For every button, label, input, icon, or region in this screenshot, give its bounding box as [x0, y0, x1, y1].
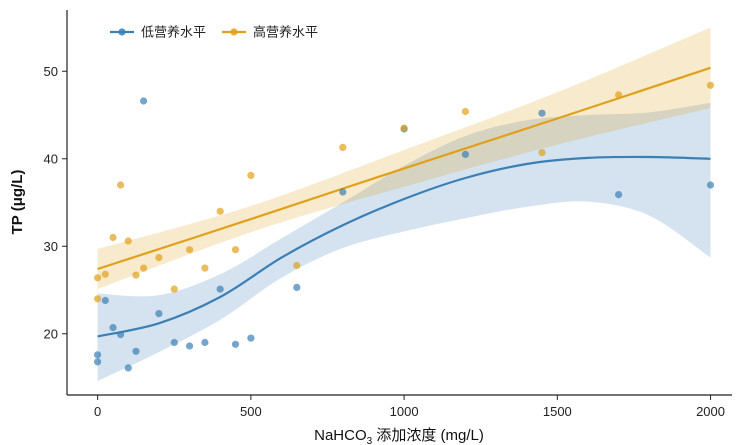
fit-line-series-1 — [97, 66, 711, 271]
data-point-series-1-21 — [706, 81, 715, 89]
legend-marker-series-1 — [230, 28, 238, 36]
data-point-series-0-1 — [94, 358, 102, 366]
data-point-series-0-16 — [339, 188, 347, 196]
x-axis-title-rest: 添加浓度 (mg/L) — [372, 427, 484, 444]
data-point-series-1-14 — [247, 171, 255, 179]
y-tick-label-0: 20 — [44, 326, 58, 341]
points-layer — [94, 81, 715, 372]
x-axis-title-main: NaHCO — [314, 427, 367, 444]
data-point-series-0-9 — [170, 338, 178, 347]
data-point-series-0-11 — [201, 338, 209, 347]
data-point-series-0-15 — [293, 283, 301, 291]
x-axis-title: NaHCO3 添加浓度 (mg/L) — [314, 427, 484, 445]
data-point-series-1-17 — [400, 124, 408, 132]
data-point-series-0-14 — [247, 334, 255, 342]
data-point-series-0-19 — [538, 109, 546, 117]
data-point-series-0-5 — [124, 364, 132, 372]
data-point-series-0-4 — [117, 331, 125, 339]
data-point-series-1-16 — [339, 143, 347, 151]
data-point-series-1-4 — [117, 181, 125, 189]
data-point-series-0-13 — [231, 340, 240, 348]
x-ticks: 0 500 1000 1500 2000 — [94, 395, 725, 419]
data-point-series-0-18 — [461, 150, 469, 158]
confidence-band-series-0 — [97, 102, 711, 382]
data-point-series-1-6 — [132, 271, 140, 279]
confidence-band-series-1 — [97, 27, 711, 290]
axes — [66, 10, 732, 396]
legend-label-series-1: 高营养水平 — [253, 25, 318, 40]
data-point-series-0-2 — [101, 296, 109, 305]
legend-label-series-0: 低营养水平 — [141, 25, 206, 40]
data-point-series-1-11 — [201, 264, 209, 272]
x-tick-label-0: 0 — [94, 404, 101, 419]
data-point-series-1-18 — [461, 107, 469, 116]
fit-lines-layer — [97, 66, 711, 338]
data-point-series-0-8 — [155, 310, 163, 318]
bands-layer — [97, 27, 711, 382]
data-point-series-0-7 — [140, 97, 148, 105]
data-point-series-1-3 — [109, 233, 117, 242]
data-point-series-0-3 — [109, 324, 117, 332]
data-point-series-0-20 — [615, 191, 623, 199]
data-point-series-0-6 — [132, 347, 140, 355]
data-point-series-1-7 — [140, 264, 148, 272]
data-point-series-1-5 — [124, 237, 132, 245]
y-tick-label-3: 50 — [44, 64, 58, 79]
data-point-series-1-9 — [170, 285, 178, 293]
data-point-series-1-10 — [186, 246, 194, 254]
data-point-series-1-15 — [293, 261, 301, 270]
data-point-series-1-13 — [231, 246, 240, 254]
y-tick-label-2: 40 — [44, 151, 58, 166]
data-point-series-0-12 — [216, 285, 224, 293]
fit-line-series-0 — [97, 155, 711, 338]
data-point-series-1-20 — [615, 91, 623, 99]
data-point-series-1-19 — [538, 149, 546, 157]
x-axis-title-subscript: 3 — [367, 436, 373, 445]
data-point-series-0-10 — [186, 342, 194, 350]
data-point-series-1-0 — [94, 274, 102, 282]
y-ticks: 20 30 40 50 — [44, 64, 67, 341]
x-tick-label-3: 1500 — [543, 404, 572, 419]
x-tick-label-2: 1000 — [390, 404, 419, 419]
y-axis-title: TP (μg/L) — [9, 170, 26, 235]
y-tick-label-1: 30 — [44, 239, 58, 254]
x-tick-label-1: 500 — [240, 404, 262, 419]
x-tick-label-4: 2000 — [696, 404, 725, 419]
data-point-series-0-0 — [94, 351, 102, 359]
data-point-series-0-21 — [706, 181, 715, 189]
data-point-series-1-8 — [155, 254, 163, 262]
legend: 低营养水平 高营养水平 — [110, 25, 318, 40]
data-point-series-1-1 — [94, 295, 102, 303]
data-point-series-1-2 — [101, 270, 109, 278]
legend-marker-series-0 — [118, 28, 126, 36]
data-point-series-1-12 — [216, 207, 224, 215]
